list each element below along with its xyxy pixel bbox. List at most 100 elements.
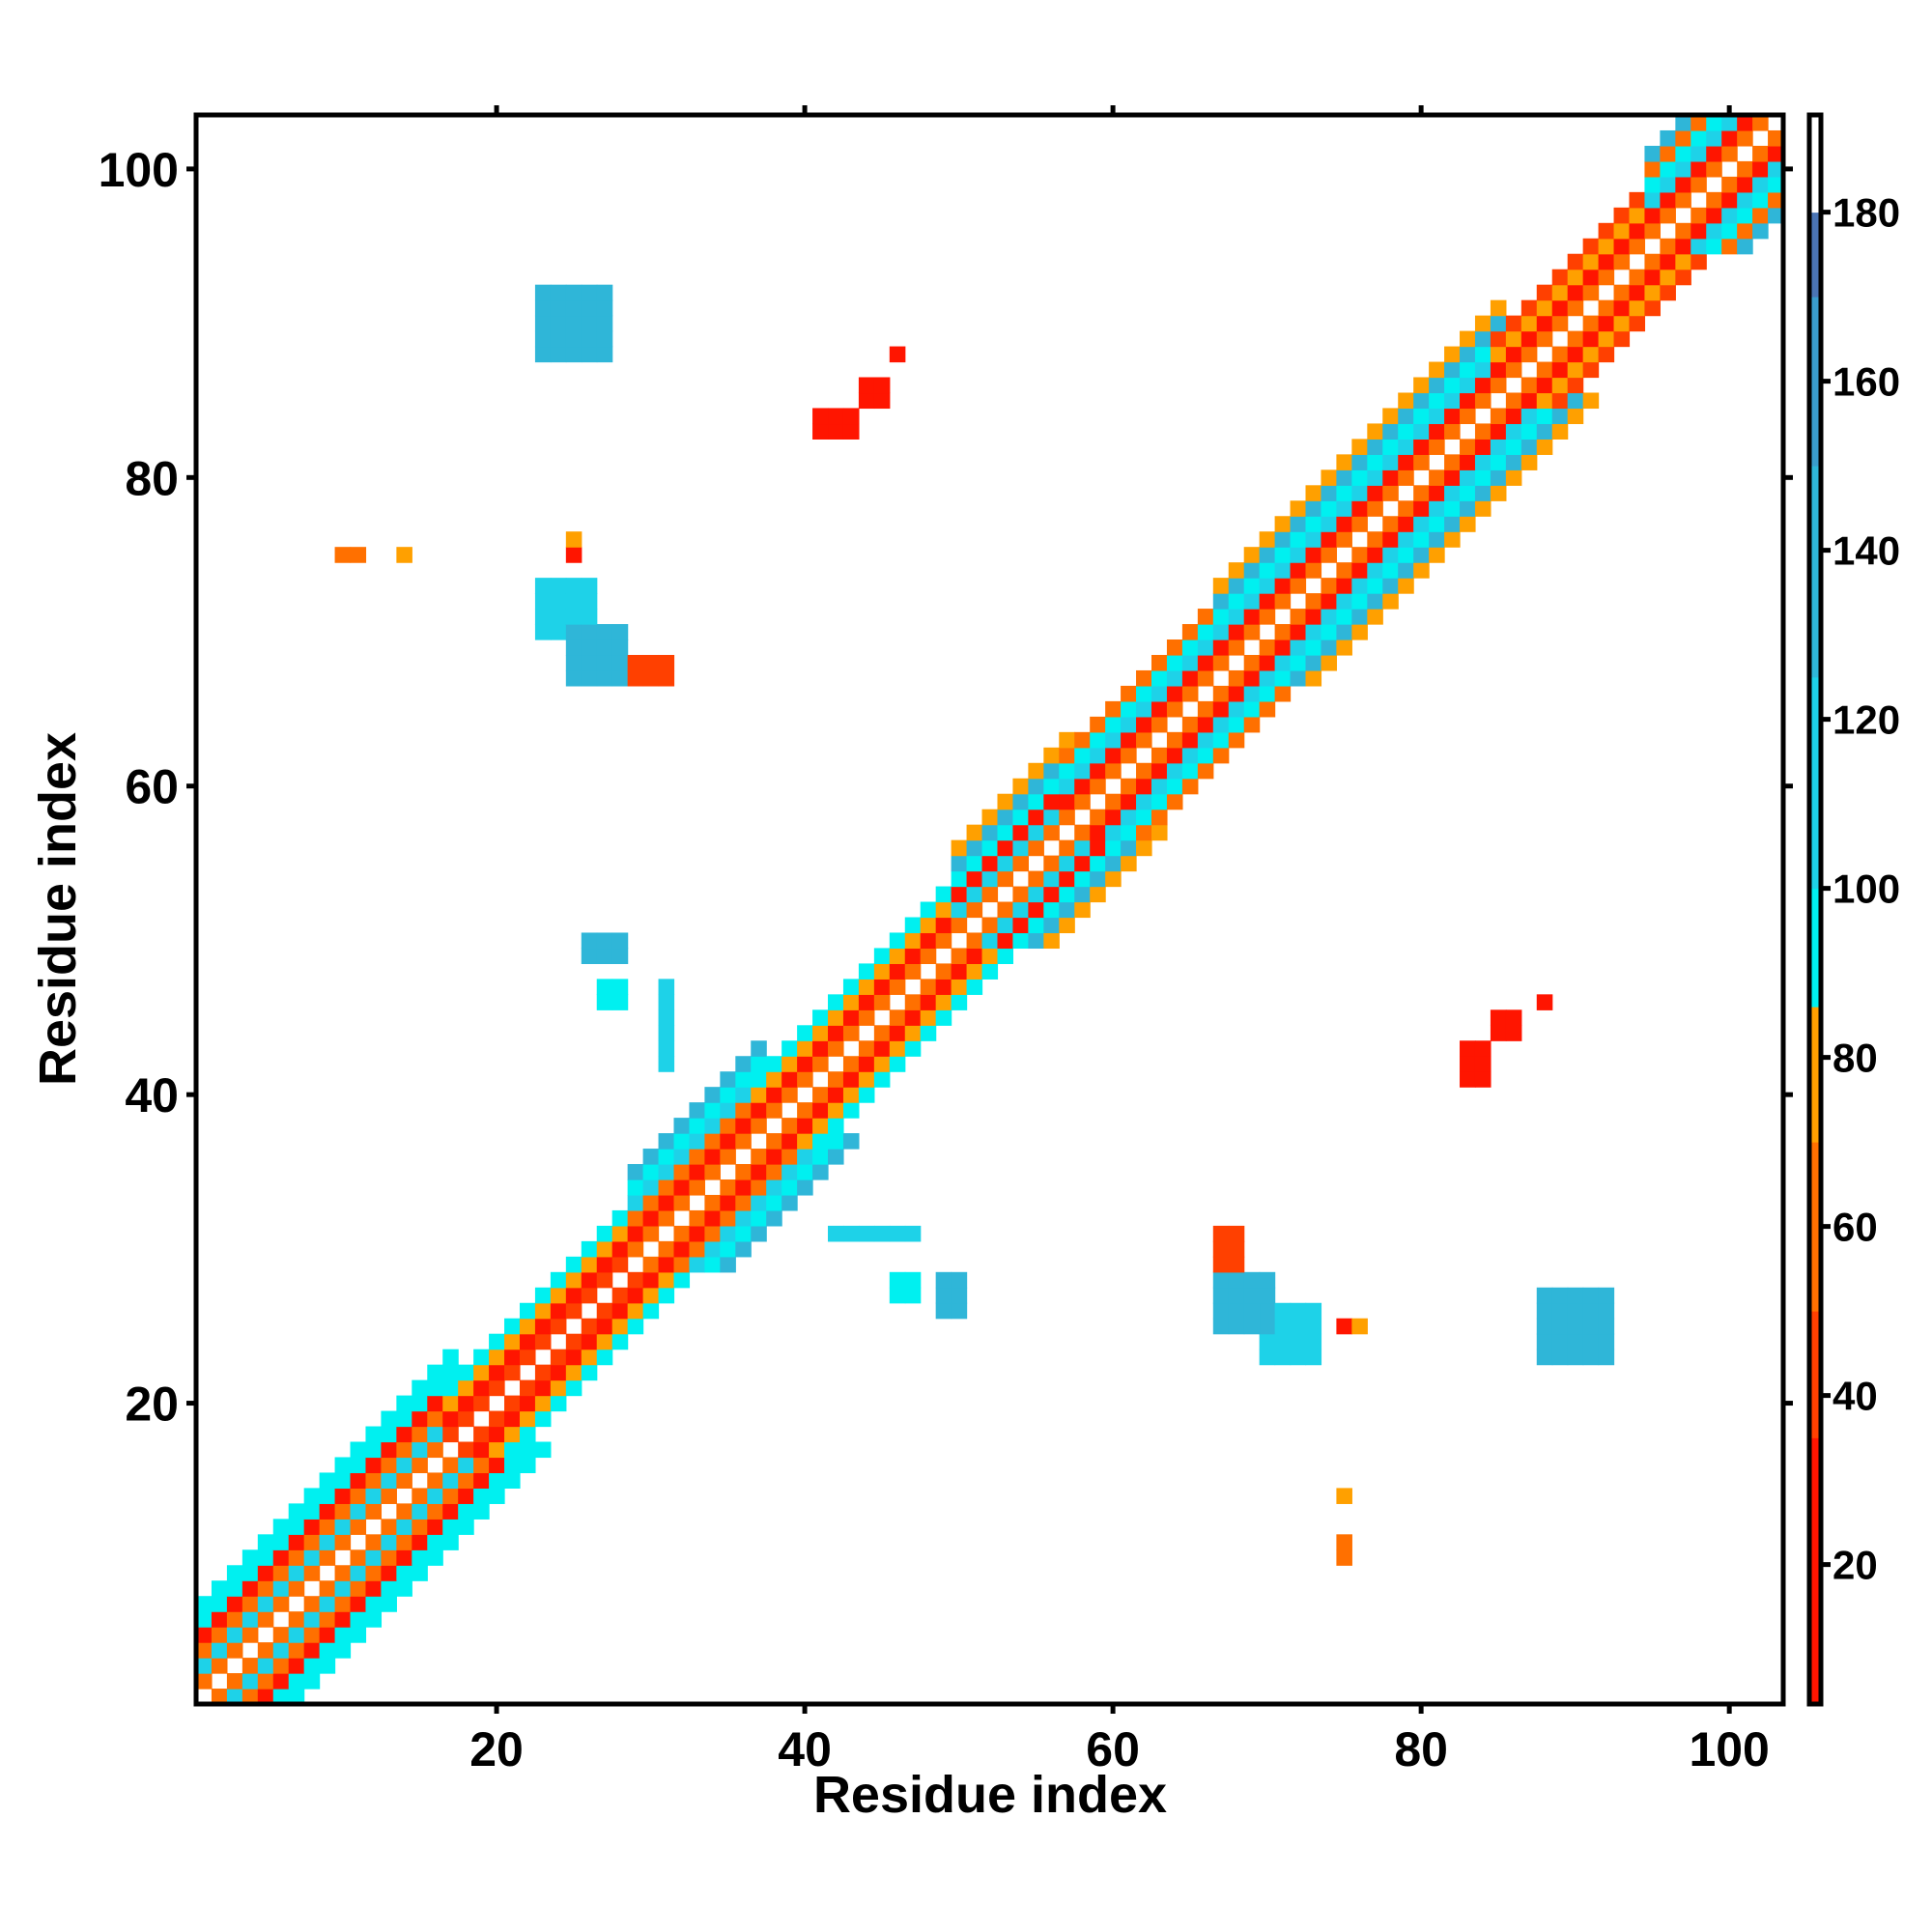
heatmap-cell — [1675, 191, 1691, 209]
heatmap-cell — [1382, 516, 1399, 532]
heatmap-cell — [689, 1133, 705, 1150]
heatmap-cell — [319, 1488, 336, 1504]
heatmap-cell — [611, 624, 629, 640]
heatmap-cell — [1490, 299, 1507, 317]
heatmap-cell — [873, 1225, 891, 1242]
heatmap-cells — [196, 115, 1784, 1705]
heatmap-cell — [1336, 1488, 1352, 1504]
heatmap-cell — [842, 1225, 860, 1242]
heatmap-cell — [1613, 238, 1631, 255]
heatmap-cell — [412, 1395, 428, 1412]
heatmap-cell — [1212, 609, 1230, 625]
heatmap-cell — [565, 299, 582, 317]
heatmap-cell — [1090, 778, 1106, 795]
heatmap-cell — [565, 1333, 582, 1350]
heatmap-cell — [257, 1580, 274, 1597]
heatmap-cell — [704, 1256, 721, 1273]
colorbar-tick-label: 140 — [1833, 528, 1900, 574]
heatmap-cell — [396, 1457, 412, 1474]
heatmap-cell — [489, 1472, 505, 1490]
heatmap-cell — [334, 1534, 352, 1550]
colorbar-segment — [1809, 1311, 1821, 1438]
heatmap-cell — [1274, 516, 1292, 532]
colorbar-segment — [1809, 466, 1821, 678]
heatmap-cell — [565, 315, 582, 332]
heatmap-cell — [1181, 639, 1199, 656]
heatmap-cell — [350, 1472, 367, 1490]
heatmap-cell — [735, 1071, 752, 1088]
heatmap-cell — [550, 624, 567, 640]
heatmap-cell — [1074, 793, 1091, 810]
heatmap-cell — [1351, 547, 1368, 563]
heatmap-cell — [904, 932, 922, 950]
heatmap-cell — [951, 963, 968, 980]
heatmap-cell — [904, 1009, 922, 1026]
heatmap-cell — [812, 1087, 829, 1103]
heatmap-cell — [1413, 547, 1430, 563]
heatmap-cell — [242, 1596, 259, 1612]
heatmap-cell — [1629, 269, 1646, 286]
heatmap-cell — [1212, 1302, 1230, 1320]
heatmap-cell — [226, 1642, 243, 1659]
heatmap-cell — [1090, 716, 1106, 733]
heatmap-cell — [1398, 392, 1414, 410]
heatmap-cell — [797, 1025, 813, 1041]
heatmap-cell — [519, 1410, 536, 1428]
heatmap-cell — [534, 1318, 552, 1335]
heatmap-cell — [1490, 439, 1507, 455]
heatmap-cell — [1012, 886, 1029, 903]
heatmap-cell — [689, 1118, 705, 1134]
heatmap-cell — [1505, 454, 1522, 470]
heatmap-cell — [658, 1009, 675, 1026]
heatmap-cell — [534, 299, 552, 317]
heatmap-cell — [812, 408, 829, 425]
heatmap-cell — [611, 1287, 629, 1304]
colorbar-tick-label: 80 — [1833, 1036, 1878, 1081]
heatmap-cell — [1351, 578, 1368, 594]
heatmap-cell — [642, 1287, 660, 1304]
heatmap-cell — [1028, 886, 1044, 903]
heatmap-cell — [1012, 839, 1029, 857]
heatmap-cell — [1121, 839, 1137, 857]
heatmap-cell — [797, 1071, 813, 1088]
heatmap-cell — [350, 547, 367, 563]
heatmap-cell — [1460, 408, 1476, 425]
heatmap-cell — [365, 1534, 383, 1550]
heatmap-cell — [1413, 439, 1430, 455]
heatmap-cell — [1460, 439, 1476, 455]
heatmap-cell — [935, 1271, 952, 1289]
heatmap-cell — [720, 1179, 736, 1196]
heatmap-cell — [1028, 824, 1044, 841]
heatmap-cell — [1212, 654, 1230, 671]
heatmap-cell — [1121, 855, 1137, 872]
x-axis-title: Residue index — [813, 1766, 1167, 1824]
heatmap-cell — [1290, 609, 1307, 625]
heatmap-cell — [828, 1133, 844, 1150]
heatmap-cell — [596, 932, 613, 950]
heatmap-cell — [1690, 222, 1707, 240]
heatmap-cell — [427, 1364, 443, 1381]
heatmap-cell — [565, 639, 582, 656]
heatmap-cell — [1151, 654, 1168, 671]
heatmap-cell — [1413, 392, 1430, 410]
heatmap-cell — [1166, 639, 1183, 656]
heatmap-cell — [581, 284, 598, 301]
heatmap-cell — [1444, 346, 1461, 363]
heatmap-cell — [350, 1549, 367, 1566]
heatmap-cell — [581, 330, 598, 348]
heatmap-cell — [442, 1379, 459, 1397]
heatmap-cell — [581, 1256, 598, 1273]
heatmap-cell — [596, 1349, 613, 1366]
heatmap-cell — [751, 1118, 767, 1134]
heatmap-cell — [1151, 669, 1168, 687]
heatmap-cell — [1166, 700, 1183, 718]
heatmap-cell — [1321, 609, 1338, 625]
heatmap-cell — [1582, 315, 1600, 332]
heatmap-cell — [997, 948, 1014, 964]
heatmap-cell — [412, 1519, 428, 1535]
heatmap-cell — [442, 1519, 459, 1535]
heatmap-cell — [658, 1133, 675, 1150]
heatmap-cell — [550, 1364, 567, 1381]
heatmap-cell — [1737, 191, 1753, 209]
heatmap-cell — [1582, 1333, 1600, 1350]
